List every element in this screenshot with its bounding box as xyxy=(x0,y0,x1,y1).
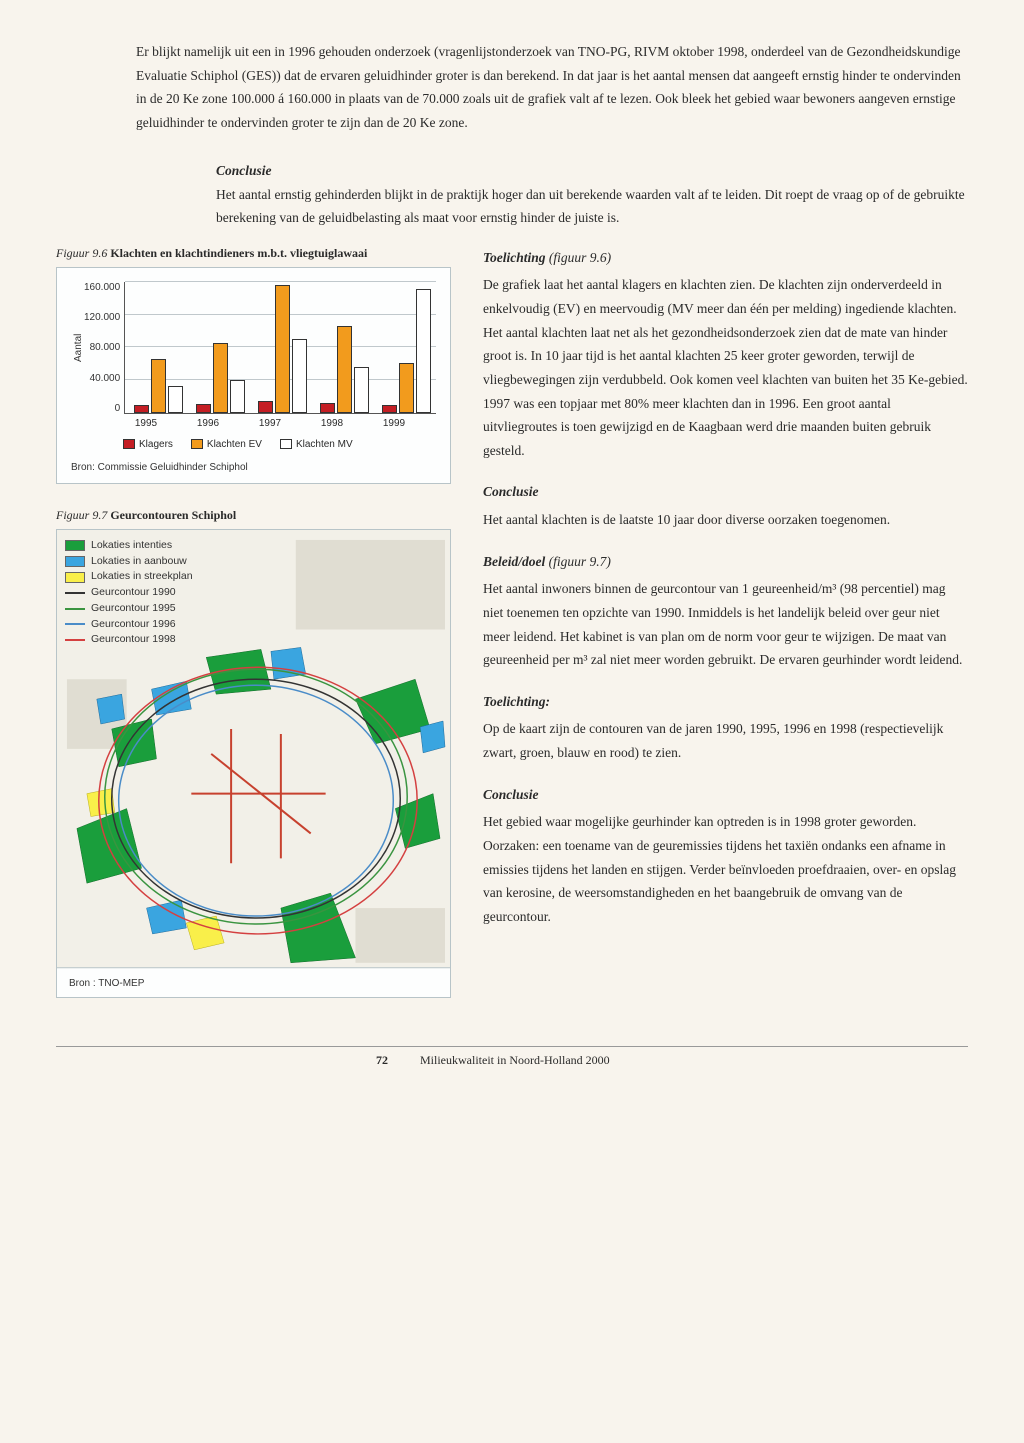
toelichting-map-heading: Toelichting: xyxy=(483,690,968,714)
beleid-text: Het aantal inwoners binnen de geurcontou… xyxy=(483,577,968,672)
footer-title: Milieukwaliteit in Noord-Holland 2000 xyxy=(420,1053,610,1068)
conclusie-text-2: Het aantal klachten is de laatste 10 jaa… xyxy=(483,508,968,532)
conclusie-text-1: Het aantal ernstig gehinderden blijkt in… xyxy=(216,183,968,230)
figure-9-7-caption: Figuur 9.7 Geurcontouren Schiphol xyxy=(56,508,451,523)
chart-legend: KlagersKlachten EVKlachten MV xyxy=(123,439,436,450)
bar-chart: Aantal 160.000120.00080.00040.0000 19951… xyxy=(56,267,451,484)
intro-paragraph: Er blijkt namelijk uit een in 1996 gehou… xyxy=(56,40,968,135)
page-number: 72 xyxy=(376,1053,388,1068)
map-legend: Lokaties intenties Lokaties in aanbouw L… xyxy=(65,538,193,648)
toelichting-96-text: De grafiek laat het aantal klagers en kl… xyxy=(483,273,968,462)
conclusie-heading-2: Conclusie xyxy=(483,480,968,504)
chart-source: Bron: Commissie Geluidhinder Schiphol xyxy=(71,462,436,473)
y-axis-ticks: 160.000120.00080.00040.0000 xyxy=(84,282,124,414)
page-footer: 72 Milieukwaliteit in Noord-Holland 2000 xyxy=(56,1046,968,1068)
x-axis-labels: 19951996199719981999 xyxy=(115,418,436,429)
beleid-heading: Beleid/doel (figuur 9.7) xyxy=(483,550,968,574)
figure-9-6-caption: Figuur 9.6 Klachten en klachtindieners m… xyxy=(56,246,451,261)
y-axis-label: Aantal xyxy=(71,282,84,414)
toelichting-map-text: Op de kaart zijn de contouren van de jar… xyxy=(483,717,968,764)
toelichting-96-heading: Toelichting (figuur 9.6) xyxy=(483,246,968,270)
conclusie-heading-1: Conclusie xyxy=(216,163,968,179)
conclusie-heading-3: Conclusie xyxy=(483,783,968,807)
map-figure: Lokaties intenties Lokaties in aanbouw L… xyxy=(56,529,451,999)
plot-area xyxy=(124,282,436,414)
conclusie-text-3: Het gebied waar mogelijke geurhinder kan… xyxy=(483,810,968,928)
map-source: Bron : TNO-MEP xyxy=(69,978,144,989)
